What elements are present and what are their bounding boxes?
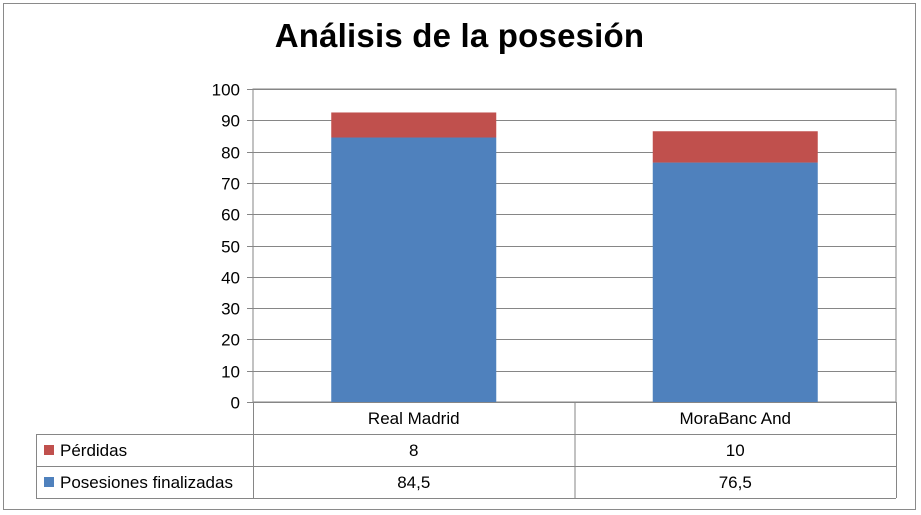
- chart-title: Análisis de la posesión: [274, 17, 645, 54]
- y-tick-label: 40: [221, 269, 240, 288]
- y-tick-label: 0: [231, 394, 240, 413]
- bar-perdidas: [652, 131, 818, 163]
- category-label: MoraBanc And: [679, 409, 791, 428]
- y-tick-label: 100: [212, 81, 240, 100]
- legend-key: [44, 477, 54, 487]
- y-tick-label: 70: [221, 175, 240, 194]
- y-tick-label: 50: [221, 238, 240, 257]
- y-tick-label: 30: [221, 300, 240, 319]
- data-label: 10: [726, 441, 745, 460]
- y-tick-label: 60: [221, 206, 240, 225]
- bar-perdidas: [331, 112, 497, 138]
- y-tick-label: 10: [221, 363, 240, 382]
- bar-posesiones-finalizadas: [331, 137, 497, 402]
- data-label: 8: [409, 441, 418, 460]
- series-label: Pérdidas: [60, 441, 127, 460]
- y-tick-label: 80: [221, 144, 240, 163]
- legend-key: [44, 445, 54, 455]
- category-label: Real Madrid: [368, 409, 460, 428]
- y-tick-label: 20: [221, 331, 240, 350]
- bar-posesiones-finalizadas: [652, 162, 818, 402]
- data-label: 84,5: [397, 473, 430, 492]
- y-tick-label: 90: [221, 112, 240, 131]
- data-label: 76,5: [719, 473, 752, 492]
- series-label: Posesiones finalizadas: [60, 473, 233, 492]
